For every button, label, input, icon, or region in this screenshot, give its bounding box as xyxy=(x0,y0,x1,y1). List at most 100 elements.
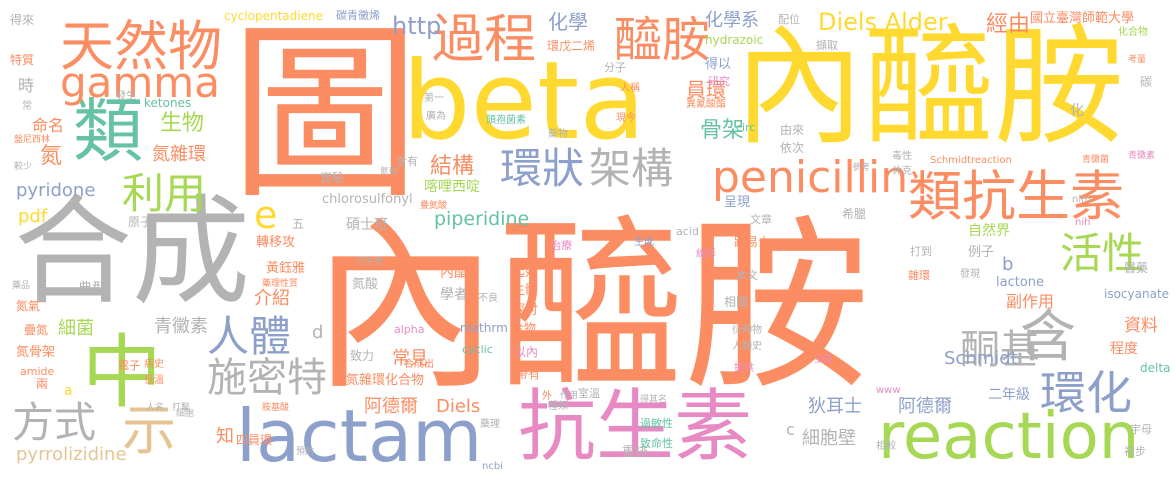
word-shi-wen: 室溫 xyxy=(578,387,600,400)
word-zhi-liao: 治療 xyxy=(550,239,572,252)
word-die-dan: 疊氮 xyxy=(24,323,49,337)
word-nlm: nlm xyxy=(1072,194,1091,205)
word-dai-you: 帶有 xyxy=(516,367,541,381)
word-tou-bao: 頭孢菌素 xyxy=(486,115,526,126)
word-you-lai: 由來 xyxy=(780,123,805,137)
word-za-huan: 雜環 xyxy=(908,269,930,282)
word-yuan-huan: 員環 xyxy=(686,78,726,102)
word-ren-ming2: 人名 xyxy=(146,403,165,413)
word-chong-pai: 重排 xyxy=(622,445,649,460)
word-dan-za-huan-hua-he-wu: 氮雜環化合物 xyxy=(346,373,425,388)
word-si-ji: 四員環 xyxy=(236,433,273,447)
word-acid: acid xyxy=(676,225,699,238)
word-de-qi-ming: 得其名 xyxy=(640,395,668,405)
word-du-xing: 毒性 xyxy=(892,151,912,162)
word-yu-fang: 預防 xyxy=(296,447,315,457)
word-dan-tan: 氮碳 xyxy=(380,167,399,177)
word-fa-sheng: 發生 xyxy=(116,91,136,102)
word-xian-xing: 線形 xyxy=(696,249,716,260)
word-carbonyl-cyanide: 碳青黴烯 xyxy=(336,9,380,22)
word-ben-wen: 本文 xyxy=(736,269,758,282)
word-lu-yi-shi: 路易士 xyxy=(734,235,771,249)
word-zhi: 知 xyxy=(216,426,234,447)
word-zhong-lei: 種類 xyxy=(548,401,568,412)
word-er-nian-ji: 二年級 xyxy=(988,387,1030,403)
word-yao-li: 藥理 xyxy=(480,419,500,430)
word-tan-tao: 探討 xyxy=(512,303,539,318)
word-zhu-yin: 主因 xyxy=(814,355,833,365)
word-huo-xing: 活性 xyxy=(1060,229,1145,278)
word-a: a xyxy=(64,383,73,399)
word-shi-side: 時 xyxy=(18,76,35,95)
word-sheng-wu: 生物 xyxy=(160,111,205,136)
word-nih: nih xyxy=(1075,217,1091,228)
word-can-kao: 參考 xyxy=(852,163,871,173)
word-isocyanate: isocyanate xyxy=(1104,287,1170,301)
word-liang: 兩 xyxy=(36,377,49,391)
word-ketones: ketones xyxy=(144,96,192,110)
word-dian-xing: 典型 xyxy=(78,281,106,297)
word-huan-hua: 環化 xyxy=(1040,366,1132,420)
word-alpha: alpha xyxy=(394,323,425,336)
word-gu-jia: 骨架 xyxy=(700,118,745,143)
word-bing-shi: 病史 xyxy=(144,359,164,370)
word-bu-liang: 不良 xyxy=(478,293,498,304)
word-zhu-ti: 主體 xyxy=(512,283,539,298)
word-fen-zi: 分子 xyxy=(604,61,626,74)
word-www: www xyxy=(876,385,901,396)
word-chlorosulfonyl: chlorosulfonyl xyxy=(322,192,413,207)
word-li-zi: 例子 xyxy=(968,245,995,260)
word-piperidine: piperidine xyxy=(434,208,530,230)
word-kang-sheng-su: 抗生素 xyxy=(518,382,753,472)
word-di-wen: 低溫 xyxy=(144,375,164,386)
word-di-huan-xi: 環戊二烯 xyxy=(547,39,596,53)
word-yan-sheng-wu: 衍生物 xyxy=(356,257,384,267)
word-li-yong: 利用 xyxy=(122,169,207,218)
word-qing-mei-su2: 青黴素 xyxy=(1128,151,1156,161)
word-lei: 類 xyxy=(73,90,143,172)
word-diels: Diels xyxy=(436,396,481,417)
word-te-zhi: 特質 xyxy=(10,53,35,67)
word-hydrazoic: hydrazoic xyxy=(705,33,764,47)
word-guang-wei: 廣為 xyxy=(426,111,446,122)
word-yu-mou: 宇母 xyxy=(1130,423,1152,436)
word-de-lai: 得來 xyxy=(10,13,35,27)
word-c: c xyxy=(786,420,795,439)
word-dan: 氮 xyxy=(40,144,63,169)
word-qi-shi: 起始 xyxy=(512,265,539,280)
word-hua-he-wu: 化合物 xyxy=(1118,27,1148,38)
word-fu-zuo-yong: 副作用 xyxy=(1006,292,1055,311)
word-ren-lei-shi: 人類史 xyxy=(732,341,762,352)
word-taiwan-normal: 國立臺灣師範大學 xyxy=(1030,11,1135,26)
word-yuan-zi: 原子 xyxy=(128,215,153,229)
word-shi-mi-te: 施密特 xyxy=(207,355,327,401)
word-ming-ming: 命名 xyxy=(32,116,65,135)
word-pyridone: pyridone xyxy=(16,180,96,201)
word-chang: 常 xyxy=(22,101,32,112)
word-jiao-shao: 較少 xyxy=(14,162,33,172)
word-ren-ming: 人稱 xyxy=(620,83,640,94)
word-guo-min-xing: 過敏性 xyxy=(640,417,673,430)
word-yao-pin: 藥品 xyxy=(12,281,31,291)
word-dan-suan: 氮酸 xyxy=(352,277,379,292)
word-ka-li-xi-ding: 喀哩西啶 xyxy=(424,179,480,195)
word-cheng-du: 程度 xyxy=(1110,341,1138,357)
word-cyclic: cyclic xyxy=(462,343,493,356)
word-ti-gong: 提供 xyxy=(734,363,754,374)
word-chu-bu: 初步 xyxy=(1124,445,1146,458)
word-yi-ci: 依次 xyxy=(780,141,805,155)
word-b: b xyxy=(1002,254,1014,275)
word-jie-shao: 介紹 xyxy=(254,288,290,309)
word-lactam: lactam xyxy=(236,394,483,478)
word-han-you: 含有 xyxy=(396,155,418,168)
word-tan: 碳 xyxy=(1140,75,1153,89)
word-xiang-jiao: 相較 xyxy=(876,441,896,452)
word-fa-xian: 發現 xyxy=(960,269,980,280)
word-d: d xyxy=(312,322,324,343)
word-huan-zhuang: 環狀 xyxy=(500,144,585,193)
word-dian-zi: 電子 xyxy=(118,359,140,372)
word-pdf: pdf xyxy=(18,206,48,227)
word-yan-jiu: 研究 xyxy=(708,75,730,88)
word-cyclopentadiene: cyclopentadiene xyxy=(224,9,323,23)
